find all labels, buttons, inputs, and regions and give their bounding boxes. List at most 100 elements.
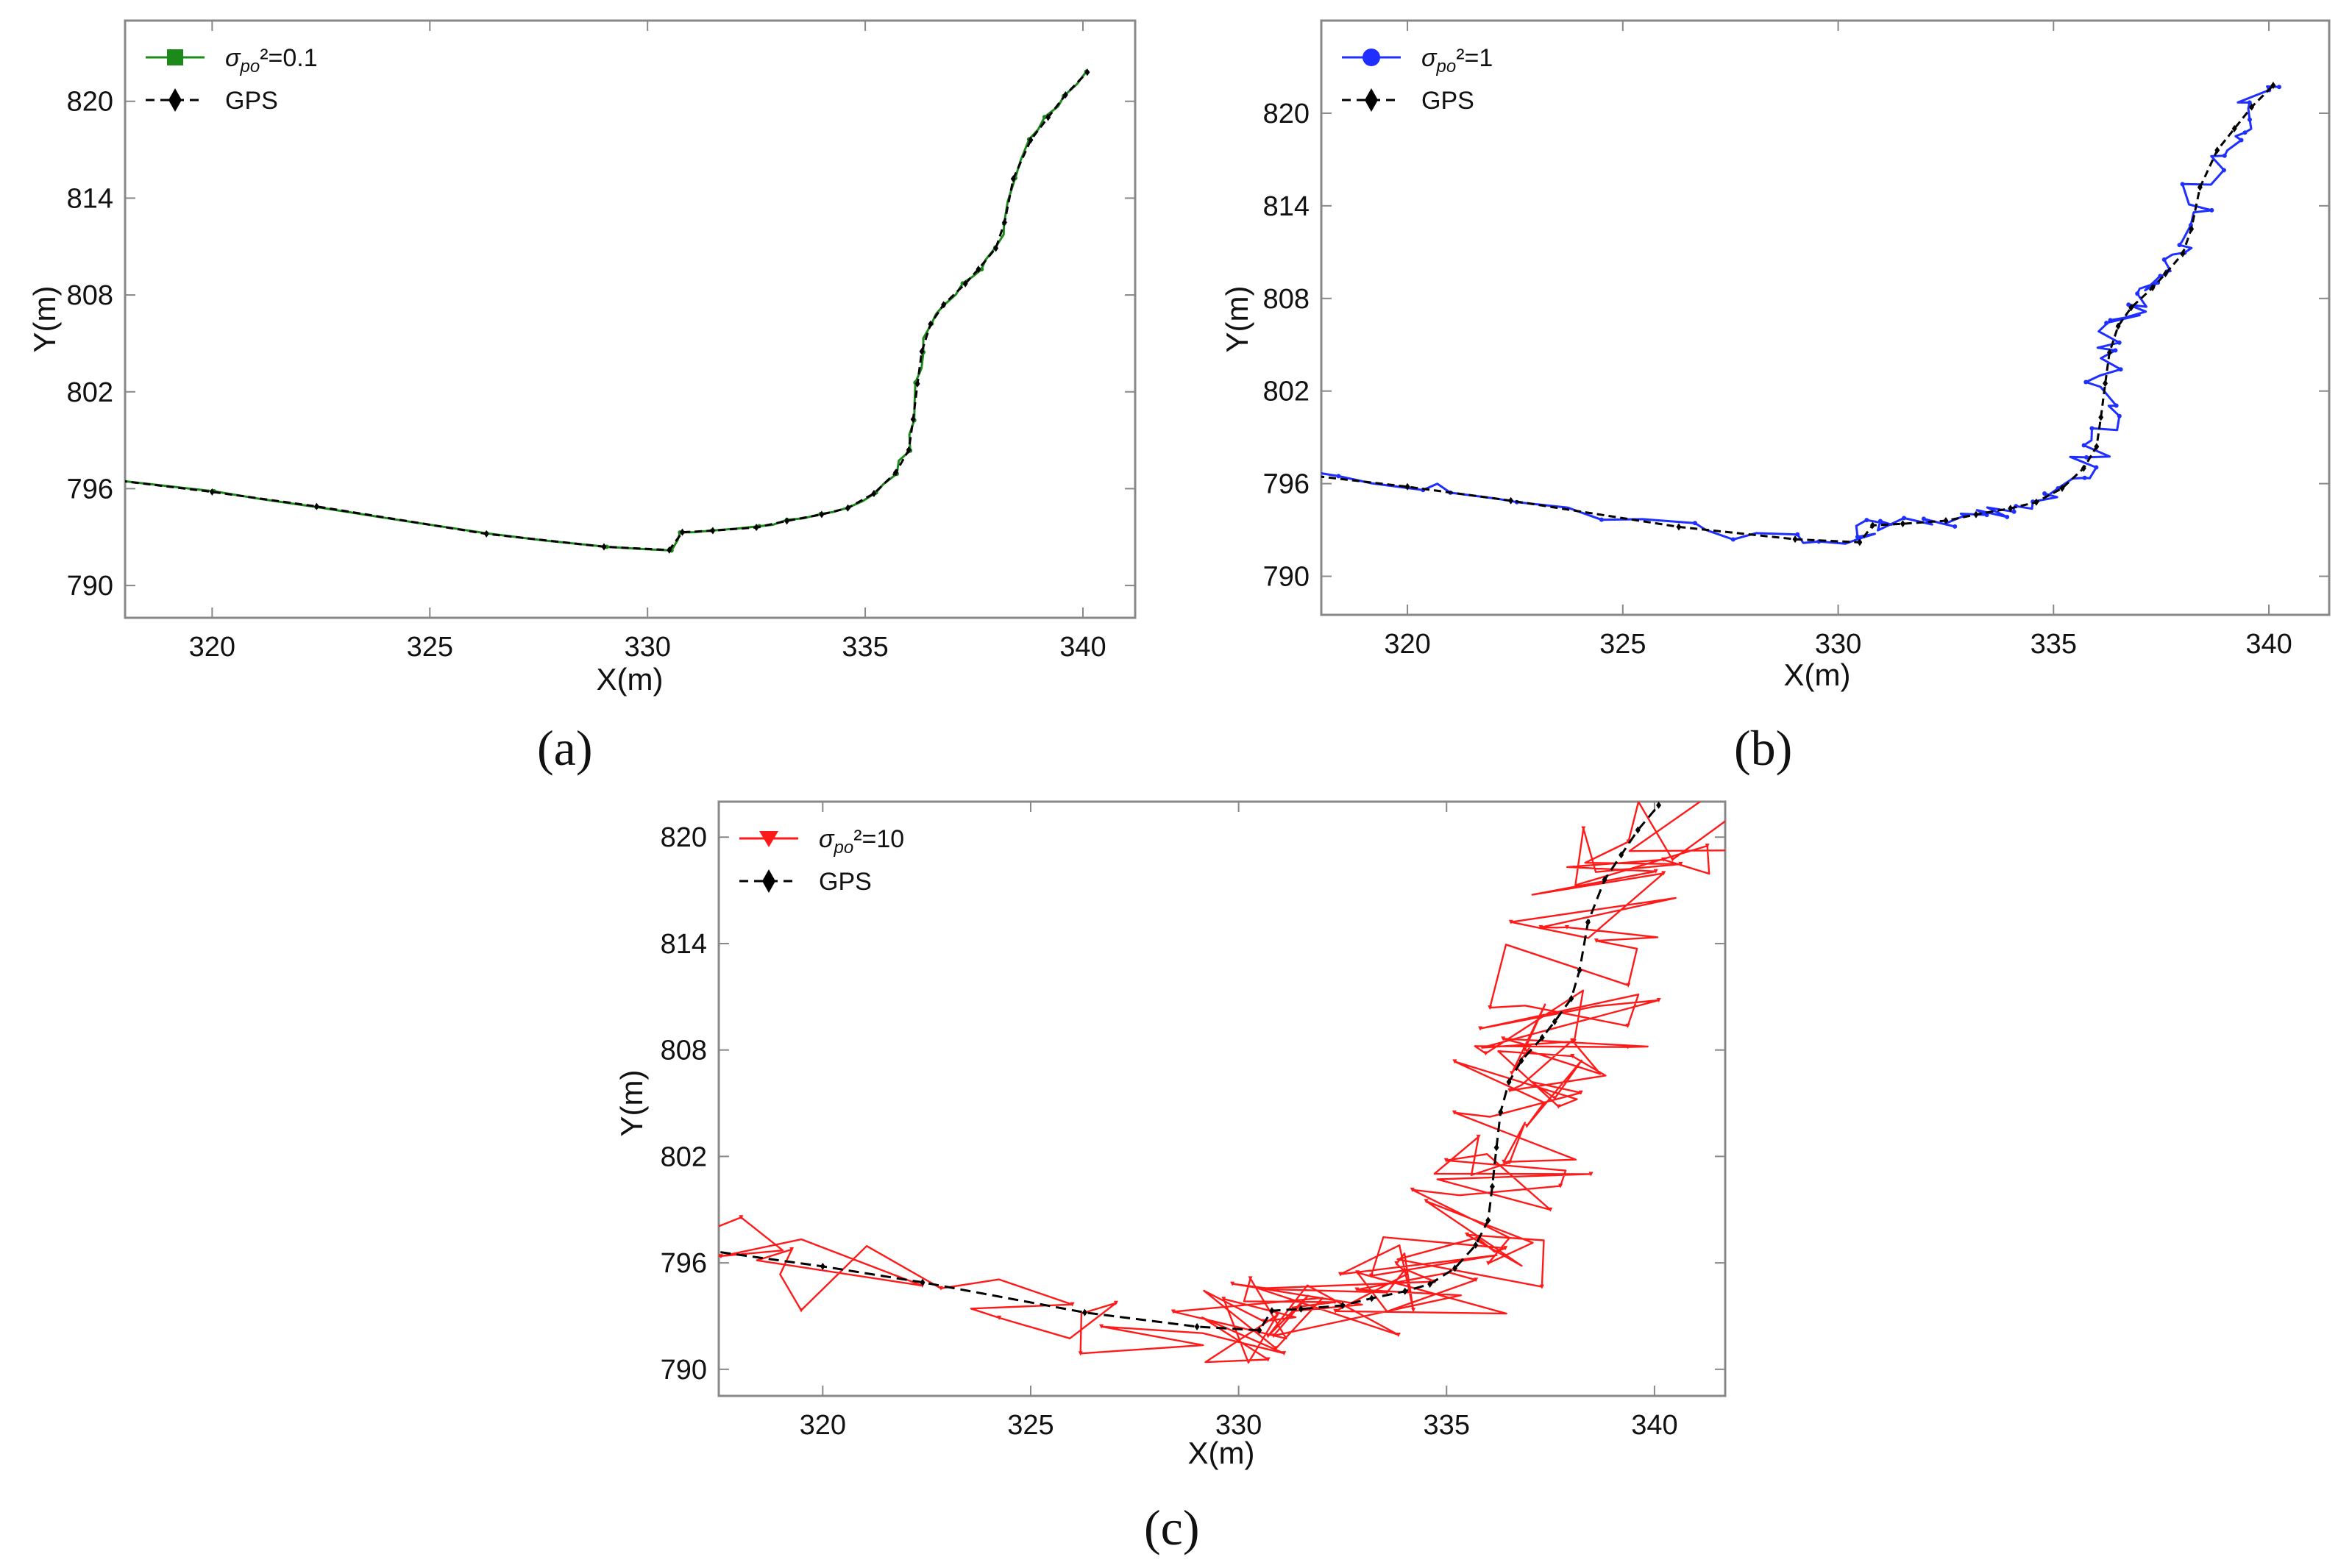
data-point-b-measured-70 (2117, 340, 2122, 345)
data-point-a-gps-17 (919, 347, 925, 355)
y-tick-label-a-796: 796 (67, 474, 113, 505)
data-point-c-measured-24 (1282, 1351, 1287, 1356)
legend-marker-c-1 (762, 869, 775, 893)
data-point-b-measured-60 (2117, 413, 2122, 418)
data-point-c-gps-8 (1340, 1301, 1346, 1309)
data-point-c-measured-144 (1538, 924, 1543, 930)
x-tick-label-b-335: 335 (2031, 629, 2077, 660)
data-point-b-measured-104 (2242, 130, 2248, 135)
data-point-c-gps-19 (1518, 1057, 1524, 1065)
data-point-b-measured-74 (2104, 321, 2109, 326)
data-point-b-gps-22 (2180, 249, 2186, 257)
data-point-a-measured-42 (979, 267, 984, 272)
data-point-a-gps-21 (976, 265, 981, 273)
y-tick-label-b-802: 802 (1263, 377, 1310, 407)
data-point-c-measured-20 (1078, 1351, 1083, 1356)
data-point-c-measured-88 (1443, 1158, 1449, 1163)
data-point-b-measured-54 (2084, 455, 2089, 460)
data-point-c-measured-146 (1508, 919, 1513, 924)
x-axis-title-c: X(m) (1188, 1436, 1255, 1470)
data-point-c-measured-86 (1558, 1183, 1563, 1189)
data-point-c-measured-80 (1424, 1199, 1429, 1204)
data-point-b-measured-38 (2005, 514, 2010, 519)
data-point-c-measured-62 (1333, 1308, 1338, 1314)
data-point-a-gps-3 (483, 530, 489, 538)
y-tick-label-a-790: 790 (67, 571, 113, 602)
x-tick-label-b-325: 325 (1599, 629, 1646, 660)
data-point-b-gps-10 (2008, 505, 2014, 513)
tick-labels-a: 320 325 330 335 340 790 796 802 808 814 820 (67, 87, 1106, 663)
data-point-c-measured-14 (1070, 1302, 1075, 1307)
data-point-b-gps-27 (2249, 103, 2255, 111)
data-point-b-gps-2 (1508, 496, 1514, 505)
data-point-c-measured-76 (1539, 1284, 1544, 1289)
data-point-a-gps-23 (1001, 218, 1007, 227)
data-point-a-gps-9 (784, 517, 790, 525)
data-point-b-gps-0 (1232, 463, 1237, 471)
data-point-b-gps-17 (2106, 349, 2112, 357)
panel-label-b: (b) (1734, 720, 1792, 776)
data-point-a-gps-11 (845, 504, 850, 512)
y-tick-label-c-814: 814 (661, 929, 707, 960)
y-tick-label-a-820: 820 (67, 87, 113, 118)
data-point-b-measured-30 (1921, 516, 1926, 521)
data-point-a-gps-18 (928, 320, 934, 328)
legend-label-b-0: σpo²=1 (1421, 44, 1493, 76)
data-point-c-measured-102 (1578, 1090, 1583, 1095)
data-point-b-gps-13 (2081, 464, 2086, 472)
data-point-c-gps-25 (1602, 876, 1607, 884)
data-point-c-measured-10 (799, 1308, 804, 1313)
data-point-c-measured-74 (1474, 1235, 1479, 1240)
data-point-c-measured-134 (1625, 1023, 1630, 1028)
data-point-b-gps-14 (2094, 443, 2100, 451)
legend-label-a-0: σpo²=0.1 (225, 44, 318, 76)
x-tick-label-b-330: 330 (1815, 629, 1861, 660)
data-point-c-gps-23 (1577, 966, 1582, 974)
data-point-c-measured-162 (1670, 857, 1675, 862)
data-point-c-measured-54 (1271, 1333, 1276, 1339)
data-point-a-gps-15 (910, 416, 916, 424)
data-point-c-gps-15 (1489, 1183, 1495, 1191)
legend-marker-b-1 (1365, 88, 1378, 112)
tick-labels-c: 320 325 330 335 340 790 796 802 808 814 820 (661, 822, 1678, 1441)
data-point-c-gps-20 (1539, 1033, 1545, 1041)
data-point-c-measured-46 (1385, 1290, 1390, 1295)
y-tick-label-c-808: 808 (661, 1036, 707, 1066)
data-point-c-measured-8 (789, 1247, 795, 1252)
data-point-b-gps-24 (2197, 183, 2203, 191)
series-group-c (719, 802, 1725, 1364)
data-point-a-gps-1 (209, 488, 215, 496)
data-point-b-gps-19 (2128, 304, 2134, 312)
y-tick-label-a-808: 808 (67, 280, 113, 311)
legend-label-c-1: GPS (819, 868, 872, 896)
x-tick-label-b-320: 320 (1384, 629, 1430, 660)
x-tick-label-c-325: 325 (1007, 1410, 1054, 1441)
data-point-c-measured-84 (1410, 1187, 1415, 1192)
x-tick-label-c-340: 340 (1631, 1410, 1677, 1441)
data-point-a-gps-22 (993, 244, 999, 252)
y-tick-label-b-796: 796 (1263, 469, 1310, 500)
data-point-a-gps-25 (1028, 136, 1034, 144)
data-point-c-gps-12 (1452, 1264, 1458, 1272)
data-point-b-gps-11 (2033, 498, 2039, 506)
data-point-c-measured-28 (1275, 1313, 1280, 1318)
data-point-c-gps-14 (1485, 1216, 1491, 1225)
data-point-b-measured-72 (2108, 318, 2113, 323)
data-point-c-measured-106 (1524, 1124, 1529, 1129)
data-point-b-measured-106 (2247, 117, 2252, 122)
y-tick-label-c-796: 796 (661, 1248, 707, 1279)
data-point-b-gps-28 (2270, 82, 2276, 90)
data-point-b-gps-9 (1973, 510, 1979, 518)
data-point-b-measured-46 (2042, 491, 2047, 496)
data-point-a-gps-12 (871, 490, 877, 498)
data-point-b-measured-100 (2222, 153, 2227, 158)
data-point-c-gps-9 (1369, 1294, 1375, 1302)
data-point-c-measured-138 (1626, 983, 1631, 988)
x-axis-title-b: X(m) (1784, 658, 1851, 692)
data-point-b-measured-66 (2118, 367, 2123, 372)
legend-label-b-1: GPS (1421, 87, 1474, 115)
data-point-b-measured-36 (1984, 513, 1989, 518)
data-point-b-measured-24 (1864, 518, 1869, 523)
series-group-a (125, 68, 1090, 554)
data-point-b-gps-7 (1900, 520, 1905, 528)
